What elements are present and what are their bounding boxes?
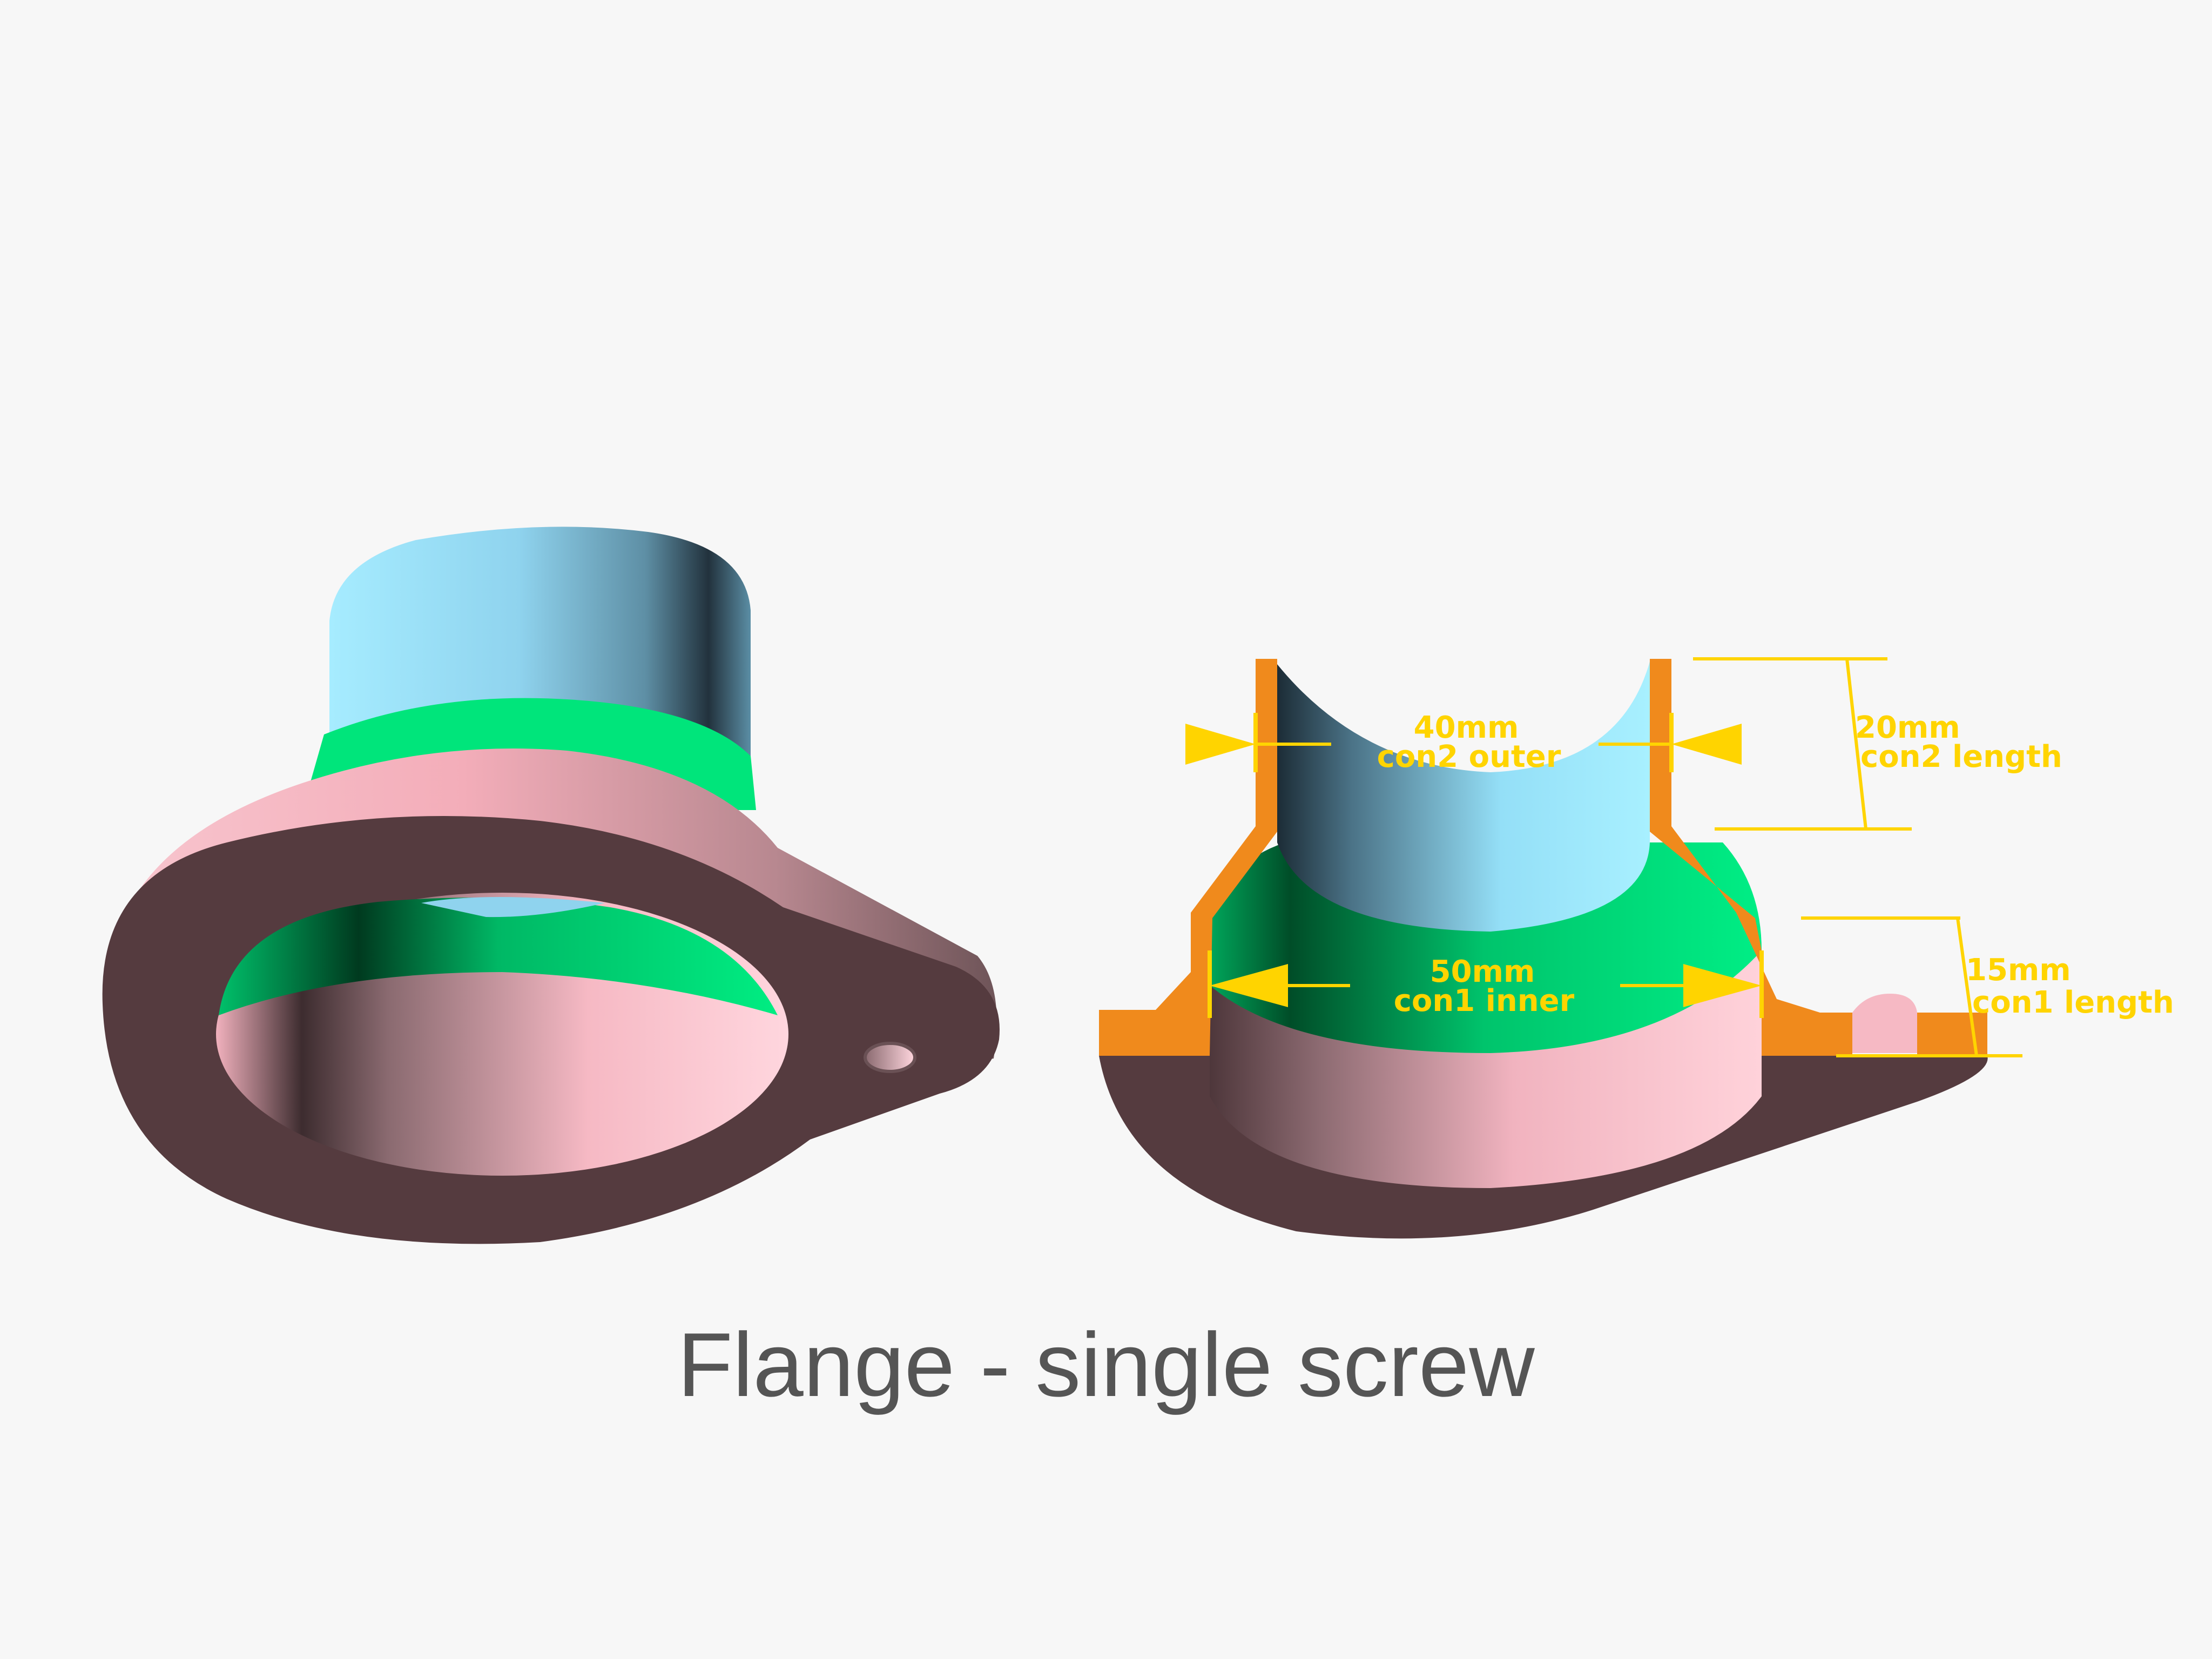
diagram-caption: Flange - single screw	[677, 1314, 1535, 1415]
dim-label: con1 inner	[1394, 983, 1575, 1019]
flange-3d-view	[102, 527, 1000, 1244]
dim-label: con1 length	[1972, 985, 2174, 1020]
con2-tube	[329, 527, 751, 761]
flange-section-view	[1099, 659, 1988, 1239]
section-screw-hole	[1852, 994, 1917, 1053]
dim-arrow	[1185, 724, 1256, 765]
dim-value: 40mm	[1414, 710, 1519, 745]
dim-label: con2 length	[1860, 739, 2062, 774]
section-con2-inner	[1277, 662, 1650, 932]
dim-arrow	[1210, 964, 1288, 1007]
dimension-con2-outer: 40mm con2 outer	[1185, 710, 1742, 774]
dim-arrow	[1671, 724, 1742, 765]
dim-line	[1956, 918, 1978, 1056]
section-cut-tab	[1917, 1013, 1987, 1056]
dimension-con1-length: 15mm con1 length	[1801, 916, 2174, 1057]
inner-cone-surface	[219, 898, 778, 1015]
dimension-con2-length: 20mm con2 length	[1693, 657, 2062, 831]
dim-line	[1845, 658, 1867, 830]
dim-arrow	[1683, 964, 1762, 1007]
dim-value: 50mm	[1430, 954, 1535, 989]
section-cut-right	[1650, 659, 1852, 1056]
dim-value: 20mm	[1855, 710, 1960, 745]
section-cut-left	[1099, 659, 1277, 1056]
dim-value: 15mm	[1966, 953, 2071, 988]
screw-hole	[864, 1042, 916, 1073]
dim-label: con2 outer	[1377, 739, 1561, 774]
dimension-con1-inner: 50mm con1 inner	[1208, 950, 1764, 1019]
inner-tube-glimpse	[421, 897, 605, 918]
